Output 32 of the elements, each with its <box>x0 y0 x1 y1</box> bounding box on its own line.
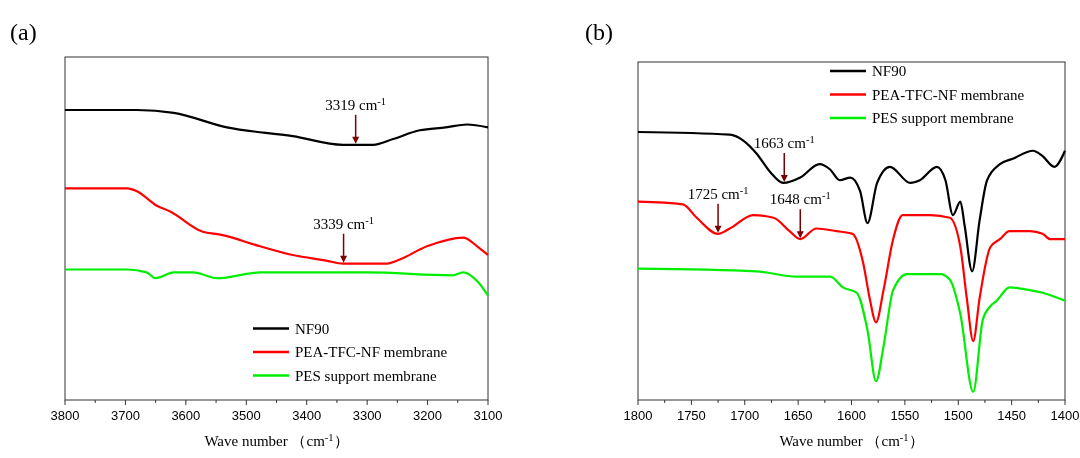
legend-label: NF90 <box>872 63 907 79</box>
x-axis-title: Wave number （cm$^{-1}$） <box>204 431 349 449</box>
x-tick-label: 3800 <box>50 408 80 423</box>
x-tick-label: 1600 <box>837 408 866 423</box>
annotation: 1663 cm$^{-1}$ <box>753 133 815 151</box>
x-axis-title: Wave number （cm$^{-1}$） <box>779 431 924 449</box>
x-tick-label: 3400 <box>292 408 322 423</box>
legend-label: PEA-TFC-NF membrane <box>295 344 448 360</box>
x-tick-label: 1650 <box>783 408 813 423</box>
x-tick-label: 3100 <box>473 408 503 423</box>
legend-label: PES support membrane <box>295 367 437 384</box>
x-tick-label: 3300 <box>352 408 382 423</box>
x-tick-label: 3500 <box>231 408 261 423</box>
legend-label: PEA-TFC-NF membrane <box>872 86 1025 103</box>
chart-title: (a) <box>10 19 37 45</box>
annotation: 1648 cm$^{-1}$ <box>769 189 831 208</box>
legend-label: NF90 <box>295 320 330 337</box>
annotation: 1725 cm$^{-1}$ <box>687 184 749 202</box>
x-tick-label: 3200 <box>413 408 443 423</box>
x-tick-label: 3700 <box>110 408 140 423</box>
x-tick-label: 1800 <box>623 408 653 423</box>
annotation: 3339 cm$^{-1}$ <box>313 214 374 232</box>
x-tick-label: 1750 <box>676 408 706 423</box>
x-tick-label: 1550 <box>890 408 920 423</box>
annotation: 3319 cm$^{-1}$ <box>325 95 387 113</box>
x-tick-label: 1400 <box>1050 408 1080 423</box>
x-tick-label: 1500 <box>943 408 973 423</box>
legend-label: PES support membrane <box>872 110 1014 126</box>
x-tick-label: 1700 <box>730 408 760 423</box>
x-tick-label: 3600 <box>171 408 201 423</box>
x-tick-label: 1450 <box>997 408 1027 423</box>
chart-title: (b) <box>585 19 613 45</box>
